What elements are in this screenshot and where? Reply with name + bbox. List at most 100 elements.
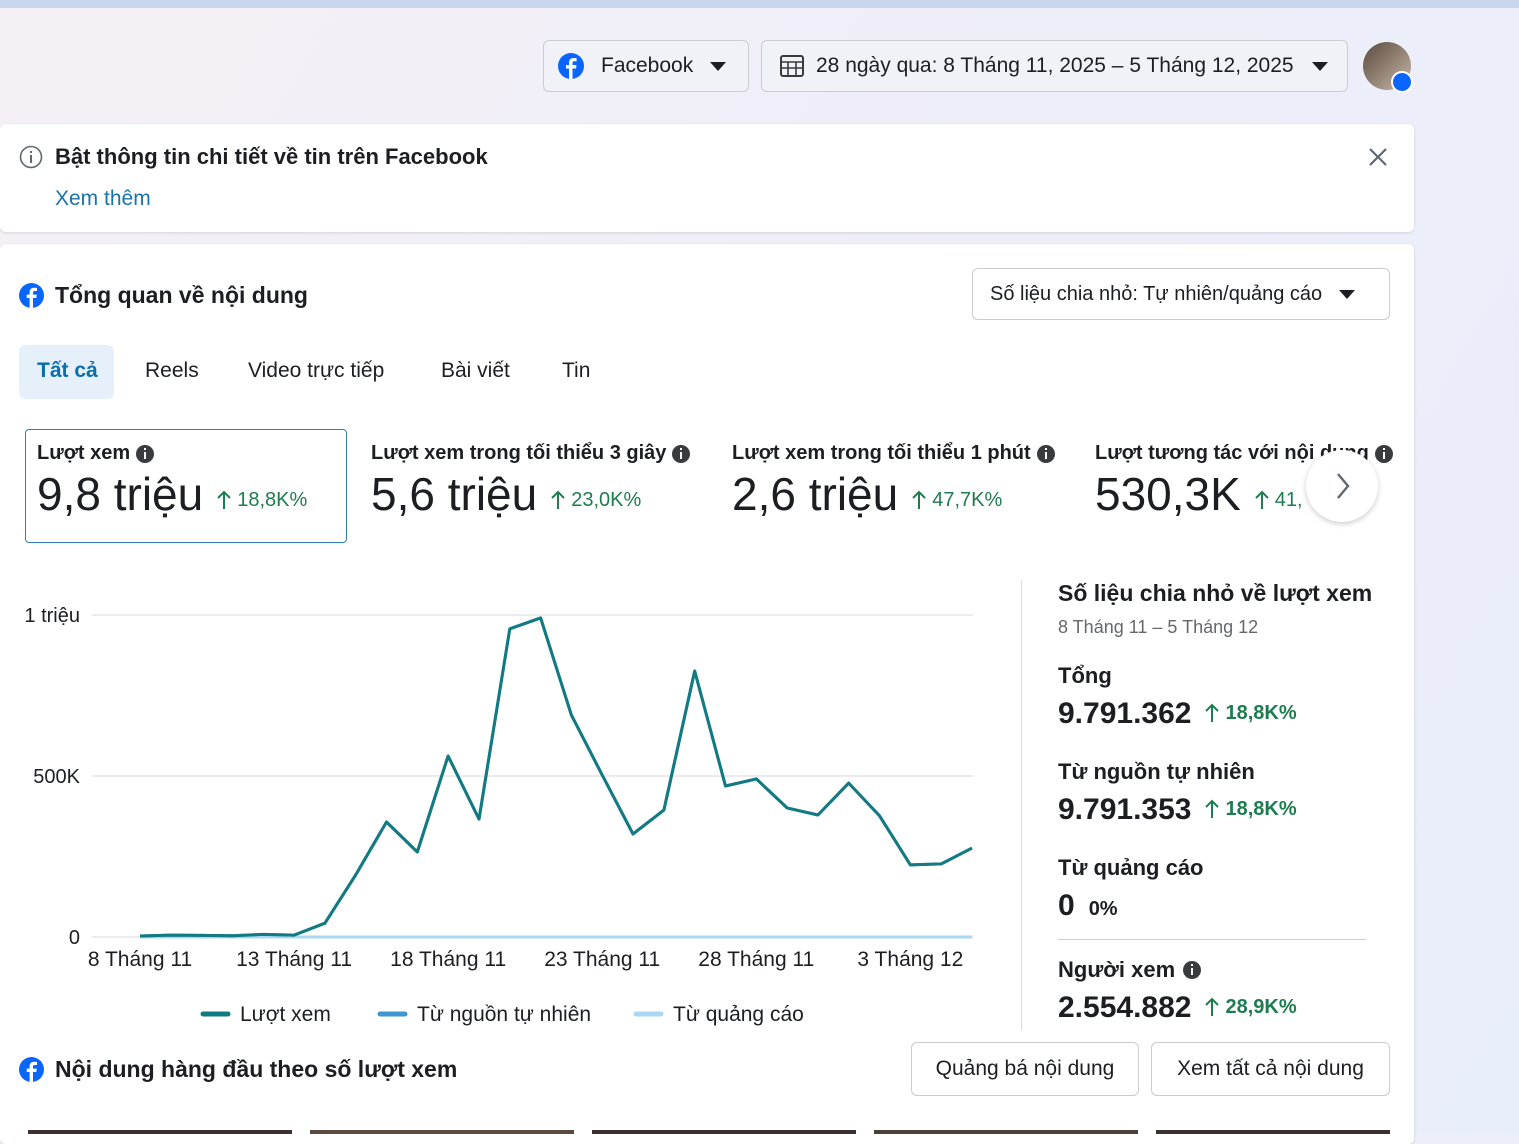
close-button[interactable]: [1368, 147, 1388, 167]
breakdown-change-text: 18,8K%: [1225, 702, 1296, 725]
tab[interactable]: Bài viết: [441, 359, 510, 383]
date-dropdown[interactable]: 28 ngày qua: 8 Tháng 11, 2025 – 5 Tháng …: [761, 40, 1348, 92]
metric-change: 41,: [1255, 489, 1303, 512]
breakdown-value-row: 9.791.353 18,8K%: [1058, 793, 1297, 827]
up-arrow: [1205, 703, 1219, 723]
caret: [1339, 290, 1355, 299]
thumbnail: [1156, 1130, 1390, 1134]
breakdown-select-label: Số liệu chia nhỏ: Tự nhiên/quảng cáo: [990, 283, 1322, 306]
divider: [1021, 580, 1022, 1030]
thumbnail: [28, 1130, 292, 1134]
y-tick-label: 1 triệu: [24, 605, 80, 627]
y-tick-label: 0: [69, 927, 80, 949]
metric-label: Lượt xem trong tối thiểu 3 giây: [371, 442, 690, 465]
breakdown-change-text: 0%: [1089, 898, 1118, 921]
breakdown-value: 2.554.882: [1058, 991, 1191, 1025]
thumbnail: [592, 1130, 856, 1134]
tab[interactable]: Reels: [145, 359, 199, 383]
platform-label: Facebook: [601, 54, 693, 78]
breakdown-label: Người xem: [1058, 957, 1297, 983]
up-arrow: [551, 490, 565, 510]
breakdown-value: 9.791.362: [1058, 697, 1191, 731]
thumbnail: [874, 1130, 1138, 1134]
metric-change: 23,0K%: [551, 489, 641, 512]
breakdown-value-row: 2.554.882 28,9K%: [1058, 991, 1297, 1025]
breakdown-value: 0: [1058, 889, 1075, 923]
breakdown-value-row: 9.791.362 18,8K%: [1058, 697, 1297, 731]
metric-value-row: 5,6 triệu 23,0K%: [371, 467, 690, 521]
metric-label: Lượt xem trong tối thiểu 1 phút: [732, 442, 1055, 465]
breakdown-label-text: Từ quảng cáo: [1058, 855, 1204, 881]
metric-change: 18,8K%: [217, 489, 307, 512]
metric-value: 5,6 triệu: [371, 467, 537, 521]
breakdown-label-text: Người xem: [1058, 957, 1175, 983]
legend-label: Từ nguồn tự nhiên: [417, 1003, 591, 1026]
breakdown-change-text: 28,9K%: [1225, 996, 1296, 1019]
breakdown-change-text: 18,8K%: [1225, 798, 1296, 821]
legend-label: Lượt xem: [240, 1003, 331, 1026]
y-tick-label: 500K: [33, 766, 80, 788]
thumbnail: [310, 1130, 574, 1134]
x-tick-label: 8 Tháng 11: [88, 948, 192, 971]
breakdown-change: 18,8K%: [1205, 702, 1296, 725]
metric-change-text: 18,8K%: [237, 489, 307, 512]
view-all-button[interactable]: Xem tất cả nội dung: [1151, 1042, 1390, 1096]
up-arrow: [1205, 799, 1219, 819]
info-icon: [136, 445, 154, 463]
top-bar: [0, 0, 1519, 8]
avatar[interactable]: [1362, 41, 1414, 93]
up-arrow: [912, 490, 926, 510]
button-label: Quảng bá nội dung: [936, 1057, 1115, 1081]
breakdown-item: Tổng 9.791.362 18,8K%: [1058, 663, 1297, 731]
up-arrow: [1205, 997, 1219, 1017]
breakdown-value: 9.791.353: [1058, 793, 1191, 827]
facebook-icon: [558, 53, 584, 79]
button-label: Xem tất cả nội dung: [1177, 1057, 1364, 1081]
metric-change: 47,7K%: [912, 489, 1002, 512]
x-tick-label: 28 Tháng 11: [698, 948, 814, 971]
separator: [1058, 939, 1366, 940]
breakdown-change: 0%: [1089, 898, 1118, 921]
breakdown-label-text: Từ nguồn tự nhiên: [1058, 759, 1255, 785]
metric-value-row: 9,8 triệu18,8K%: [37, 467, 307, 521]
breakdown-select[interactable]: Số liệu chia nhỏ: Tự nhiên/quảng cáo: [972, 268, 1390, 320]
top-content-title: Nội dung hàng đầu theo số lượt xem: [55, 1056, 457, 1083]
legend-label: Từ quảng cáo: [673, 1003, 804, 1026]
x-tick-label: 18 Tháng 11: [390, 948, 506, 971]
info-outline-icon: [19, 145, 43, 169]
promote-button[interactable]: Quảng bá nội dung: [911, 1042, 1139, 1096]
overview-title: Tổng quan về nội dung: [55, 282, 308, 309]
notice-card: Bật thông tin chi tiết về tin trên Faceb…: [0, 124, 1414, 232]
metric-change-text: 41,: [1275, 489, 1303, 512]
breakdown-label-text: Tổng: [1058, 663, 1112, 689]
caret: [710, 62, 726, 71]
next-button[interactable]: [1306, 450, 1378, 522]
up-arrow: [217, 490, 231, 510]
metric-label-text: Lượt xem trong tối thiểu 1 phút: [732, 442, 1031, 465]
date-range: 28 ngày qua: 8 Tháng 11, 2025 – 5 Tháng …: [816, 54, 1294, 78]
breakdown-change: 18,8K%: [1205, 798, 1296, 821]
chevron-icon: [1306, 450, 1378, 522]
facebook-icon: [19, 283, 44, 308]
tab[interactable]: Tin: [562, 359, 590, 383]
breakdown-label: Từ nguồn tự nhiên: [1058, 759, 1297, 785]
x-tick-label: 23 Tháng 11: [544, 948, 660, 971]
line-chart: 0 500K 1 triệu 8 Tháng 11 13 Tháng 11 18 Thán…: [0, 580, 1000, 1040]
metric-change-text: 47,7K%: [932, 489, 1002, 512]
metric: Lượt xem9,8 triệu18,8K%: [37, 442, 307, 521]
series-line: [140, 618, 972, 936]
metric-value: 530,3K: [1095, 467, 1241, 521]
metric-value: 2,6 triệu: [732, 467, 898, 521]
notice-title: Bật thông tin chi tiết về tin trên Faceb…: [55, 144, 488, 170]
x-tick-label: 13 Tháng 11: [236, 948, 352, 971]
metric-change-text: 23,0K%: [571, 489, 641, 512]
notice-link[interactable]: Xem thêm: [55, 187, 151, 211]
metric-label-text: Lượt xem trong tối thiểu 3 giây: [371, 442, 666, 465]
info-icon: [1037, 445, 1055, 463]
tab[interactable]: Video trực tiếp: [248, 359, 384, 383]
breakdown-item: Từ quảng cáo 0 0%: [1058, 855, 1204, 923]
tab[interactable]: Tất cả: [37, 359, 98, 383]
platform-dropdown[interactable]: Facebook: [543, 40, 749, 92]
breakdown-change: 28,9K%: [1205, 996, 1296, 1019]
